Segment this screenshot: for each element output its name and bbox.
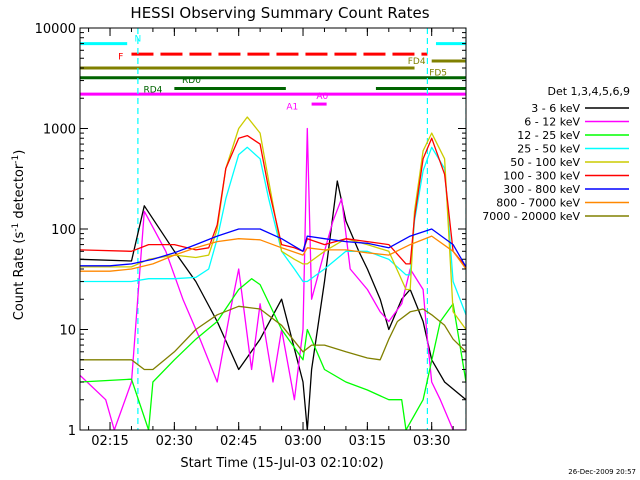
- flag-label-f: F: [118, 53, 123, 63]
- flag-label-fd4: FD4: [408, 57, 426, 67]
- flag-label-a1: A1: [286, 102, 298, 112]
- x-tick-label-3: 03:00: [284, 434, 321, 449]
- flag-label-a0: A0: [316, 92, 328, 102]
- y-label-main: Count Rate (s: [12, 232, 27, 321]
- y-label-sup-2: -1: [11, 155, 21, 164]
- legend-label-7: 800 - 7000 keV: [496, 197, 580, 210]
- series-line-8: [80, 305, 466, 371]
- series-line-2: [80, 278, 466, 430]
- y-tick-label-2: 100: [51, 223, 76, 238]
- legend-label-5: 100 - 300 keV: [503, 170, 580, 183]
- y-tick-label-4: 10000: [35, 22, 76, 37]
- series-line-1: [80, 127, 466, 430]
- y-tick-label-1: 10: [59, 324, 76, 339]
- y-tick-label-0: 1: [68, 424, 76, 439]
- y-label-sup-1: -1: [11, 223, 21, 232]
- legend-label-4: 50 - 100 keV: [510, 156, 580, 169]
- x-tick-label-1: 02:30: [156, 434, 193, 449]
- series-line-5: [80, 134, 466, 268]
- y-axis-label: Count Rate (s-1 detector-1): [11, 150, 27, 321]
- legend-label-8: 7000 - 20000 keV: [482, 210, 580, 223]
- x-tick-label-2: 02:45: [220, 434, 257, 449]
- legend-label-2: 12 - 25 keV: [517, 129, 580, 142]
- y-label-end: ): [12, 150, 27, 155]
- series-line-3: [80, 146, 466, 316]
- legend-label-6: 300 - 800 keV: [503, 183, 580, 196]
- x-tick-label-4: 03:15: [349, 434, 386, 449]
- series-line-6: [80, 228, 466, 268]
- legend-title: Det 1,3,4,5,6,9: [547, 85, 630, 98]
- y-label-mid: detector: [12, 163, 27, 223]
- y-tick-label-3: 1000: [43, 123, 76, 138]
- legend-label-1: 6 - 12 keV: [524, 116, 580, 129]
- chart-title: HESSI Observing Summary Count Rates: [130, 4, 429, 22]
- svg-text:Count Rate (s-1 detector-1): Count Rate (s-1 detector-1): [11, 150, 27, 321]
- flag-label-rd0: RD0: [182, 76, 201, 86]
- series-line-7: [80, 235, 466, 272]
- legend-label-3: 25 - 50 keV: [517, 143, 580, 156]
- x-tick-label-5: 03:30: [413, 434, 450, 449]
- legend-label-0: 3 - 6 keV: [531, 102, 580, 115]
- flag-label-rd4: RD4: [143, 86, 162, 96]
- flag-label-fd5: FD5: [429, 68, 447, 78]
- series-line-4: [80, 116, 466, 330]
- footer-date: 26-Dec-2009 20:57: [568, 468, 636, 476]
- x-tick-label-0: 02:15: [91, 434, 128, 449]
- x-axis-label: Start Time (15-Jul-03 02:10:02): [180, 456, 383, 471]
